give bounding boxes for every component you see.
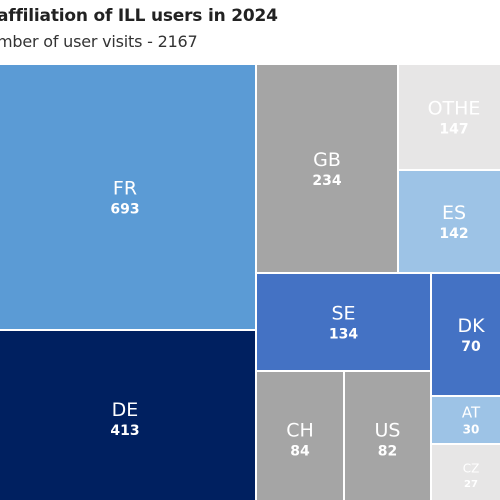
tile-value-cz: 27 [464, 479, 478, 490]
tile-se [257, 274, 430, 370]
tile-ch [257, 372, 343, 500]
tile-es [399, 171, 500, 272]
tile-value-ch: 84 [290, 443, 310, 459]
tile-value-de: 413 [110, 423, 139, 439]
tile-value-us: 82 [378, 443, 397, 459]
tile-gb [257, 65, 397, 272]
tile-fr [0, 65, 255, 329]
tile-label-fr: FR [113, 178, 137, 200]
tile-cz [432, 445, 500, 500]
tile-value-at: 30 [463, 423, 480, 437]
tile-label-dk: DK [457, 315, 485, 337]
chart-subtitle: mber of user visits - 2167 [0, 32, 198, 51]
tile-label-at: AT [462, 403, 481, 421]
chart-title: affiliation of ILL users in 2024 [0, 6, 278, 26]
tile-othe [399, 65, 500, 169]
tile-us [345, 372, 430, 500]
tile-value-dk: 70 [461, 339, 481, 355]
tile-value-es: 142 [439, 226, 468, 242]
tile-at [432, 397, 500, 443]
tile-value-se: 134 [329, 326, 358, 342]
tile-value-gb: 234 [312, 173, 341, 189]
tile-label-es: ES [442, 202, 466, 224]
tile-de [0, 331, 255, 500]
tile-label-de: DE [112, 399, 139, 421]
tile-label-othe: OTHE [428, 98, 481, 120]
tile-label-ch: CH [286, 420, 314, 442]
tile-label-cz: CZ [463, 462, 480, 476]
tile-value-othe: 147 [439, 121, 468, 137]
tile-label-us: US [375, 420, 401, 442]
tile-label-gb: GB [313, 149, 341, 171]
tile-value-fr: 693 [110, 201, 139, 217]
tile-label-se: SE [331, 303, 355, 325]
tile-dk [432, 274, 500, 395]
